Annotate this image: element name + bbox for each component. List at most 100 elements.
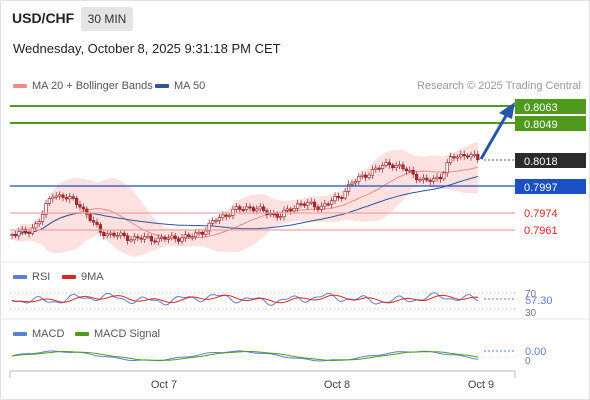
- candle-body: [445, 162, 449, 174]
- candle-body: [214, 220, 218, 223]
- candle-body: [10, 234, 14, 236]
- candle-body: [476, 154, 480, 161]
- candle-body: [163, 236, 167, 240]
- candle-body: [194, 232, 198, 237]
- candle-body: [238, 206, 242, 210]
- candle-body: [187, 234, 191, 237]
- bollinger-band: [12, 141, 478, 257]
- candle-body: [143, 236, 147, 240]
- candle-body: [360, 174, 364, 177]
- target-2-label-bg: [515, 99, 586, 114]
- candle-body: [340, 197, 344, 199]
- candle-body: [333, 196, 337, 202]
- legend-label: MA 20 + Bollinger Bands: [32, 80, 153, 92]
- x-tick-label: Oct 7: [151, 379, 177, 391]
- pivot-label: 0.7997: [524, 182, 558, 194]
- candle-body: [170, 235, 174, 239]
- candle-body: [448, 156, 453, 163]
- candle-body: [401, 164, 405, 170]
- candle-body: [421, 177, 426, 180]
- candle-body: [306, 202, 310, 206]
- candle-body: [289, 208, 293, 212]
- legend-label: MACD: [32, 328, 65, 340]
- candle-body: [166, 237, 171, 240]
- candle-body: [204, 230, 208, 235]
- candle-body: [136, 236, 140, 239]
- support-2-label: 0.7961: [524, 225, 558, 237]
- candle-body: [44, 203, 48, 215]
- candle-body: [414, 173, 419, 181]
- candle-body: [425, 177, 429, 181]
- candle-body: [183, 234, 188, 239]
- candle-body: [122, 232, 126, 236]
- x-tick-label: Oct 9: [468, 379, 494, 391]
- target-arrow-shaft: [479, 113, 509, 160]
- candle-body: [156, 237, 160, 243]
- candle-body: [302, 203, 307, 206]
- legend-macd: MACD: [13, 328, 64, 340]
- legend-rsi-ma: 9MA: [62, 271, 104, 283]
- x-tick-label: Oct 8: [324, 379, 350, 391]
- ma20-swatch: [13, 84, 27, 89]
- candle-body: [472, 154, 477, 156]
- candle-body: [363, 174, 368, 178]
- macd-signal-line: [11, 351, 479, 361]
- ma50-swatch: [155, 84, 169, 89]
- candle-body: [278, 216, 283, 219]
- candle-body: [78, 204, 82, 208]
- candle-body: [115, 235, 119, 238]
- candle-body: [224, 214, 228, 217]
- candle-body: [353, 181, 358, 184]
- candle-body: [272, 213, 276, 216]
- candle-body: [408, 169, 412, 172]
- candle-body: [387, 162, 392, 166]
- candle-body: [346, 183, 351, 192]
- candle-body: [207, 222, 211, 232]
- candle-body: [404, 168, 409, 172]
- candle-body: [319, 205, 324, 210]
- candle-body: [160, 236, 164, 239]
- candle-body: [248, 206, 252, 209]
- candle-body: [190, 236, 194, 239]
- candle-body: [326, 203, 330, 206]
- legend-label: MA 50: [174, 80, 206, 92]
- candle-body: [132, 236, 137, 241]
- candle-body: [435, 176, 439, 179]
- candle-body: [323, 203, 327, 207]
- rsi-lower-label: 30: [525, 308, 537, 319]
- rsi-ma-swatch: [62, 275, 76, 280]
- candle-body: [343, 191, 347, 199]
- timeframe-button[interactable]: 30 MIN: [81, 7, 133, 31]
- candle-body: [211, 220, 215, 224]
- candle-body: [228, 215, 232, 217]
- candle-body: [180, 237, 184, 242]
- candle-body: [285, 208, 290, 211]
- candle-body: [92, 220, 96, 223]
- candle-body: [23, 228, 28, 233]
- candle-body: [292, 208, 296, 212]
- legend-ma20-bb: MA 20 + Bollinger Bands: [13, 80, 153, 92]
- candle-body: [17, 231, 21, 237]
- candle-body: [295, 203, 300, 209]
- candle-body: [102, 232, 106, 237]
- symbol-title: USD/CHF: [12, 10, 75, 26]
- pivot-label-bg: [515, 179, 586, 194]
- macd-zero-label: 0: [525, 356, 531, 367]
- candle-body: [261, 206, 266, 211]
- current-price-label: 0.8018: [524, 156, 558, 168]
- candle-body: [81, 206, 85, 210]
- candle-body: [231, 209, 235, 216]
- ma20-line: [11, 167, 478, 239]
- candle-body: [119, 232, 123, 236]
- candle-body: [411, 169, 415, 175]
- candle-body: [452, 156, 456, 159]
- candle-body: [146, 236, 150, 238]
- candle-body: [68, 196, 72, 200]
- candle-body: [329, 200, 334, 205]
- candle-body: [309, 201, 313, 204]
- target-2-label: 0.8063: [524, 102, 558, 114]
- candle-body: [88, 214, 92, 221]
- candle-body: [469, 154, 473, 158]
- candle-body: [377, 167, 381, 170]
